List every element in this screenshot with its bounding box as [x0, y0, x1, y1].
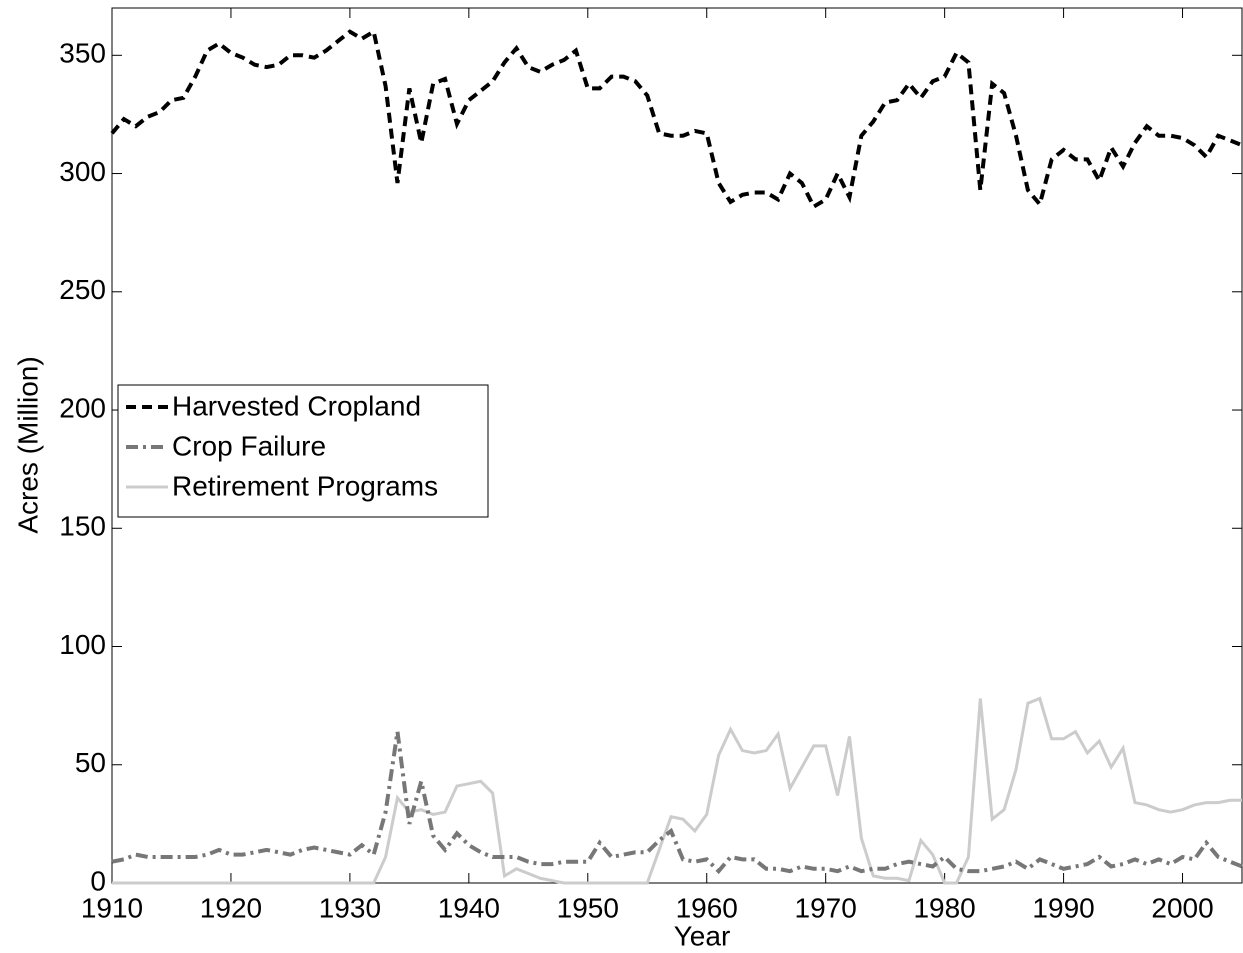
y-tick-label: 350	[59, 38, 106, 69]
y-tick-label: 0	[90, 865, 106, 896]
y-tick-label: 300	[59, 156, 106, 187]
series-line	[110, 28, 1243, 210]
x-tick-label: 1960	[676, 892, 738, 923]
legend: Harvested Cropland Crop Failure Retirement…	[117, 384, 489, 518]
x-tick-label: 1910	[81, 892, 143, 923]
x-tick-label: 1940	[438, 892, 500, 923]
x-tick-label: 1970	[795, 892, 857, 923]
series-line	[111, 731, 1243, 875]
y-axis-label: Acres (Million)	[12, 356, 43, 533]
legend-box	[117, 384, 489, 518]
x-tick-label: 1990	[1032, 892, 1094, 923]
x-tick-label: 1920	[200, 892, 262, 923]
x-tick-label: 1950	[557, 892, 619, 923]
y-tick-label: 50	[75, 747, 106, 778]
y-tick-label: 200	[59, 392, 106, 423]
x-tick-label: 2000	[1151, 892, 1213, 923]
legend-label: Harvested Cropland	[172, 390, 421, 421]
y-tick-label: 100	[59, 629, 106, 660]
x-tick-label: 1980	[913, 892, 975, 923]
x-axis-label: Year	[674, 920, 731, 951]
series-line	[112, 696, 1242, 885]
y-tick-label: 150	[59, 511, 106, 542]
x-tick-label: 1930	[319, 892, 381, 923]
legend-label: Retirement Programs	[172, 470, 438, 501]
legend-label: Crop Failure	[172, 430, 326, 461]
y-tick-label: 250	[59, 274, 106, 305]
